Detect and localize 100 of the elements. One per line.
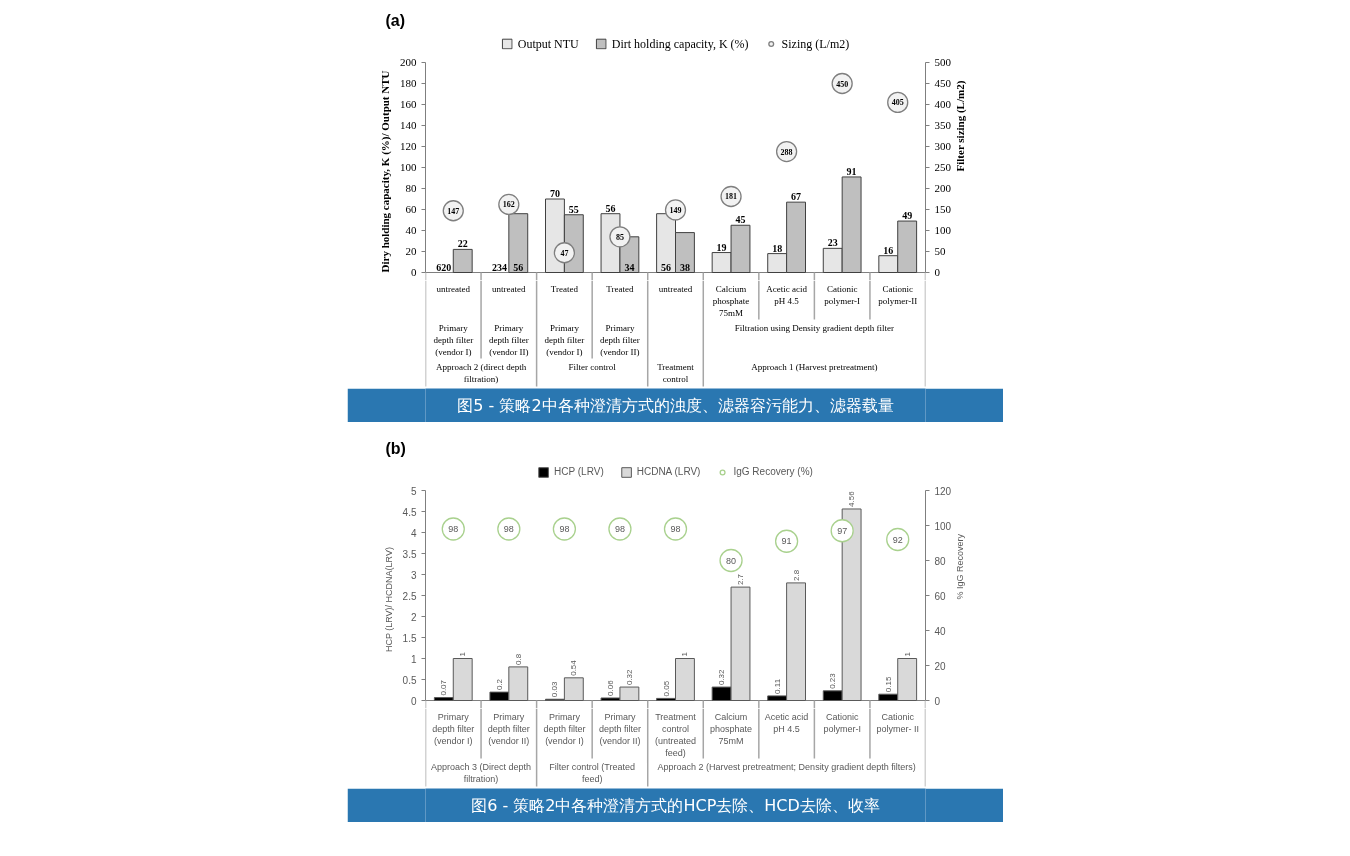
y-tick-label: 200 [400, 56, 417, 68]
y2-axis-title: Filter sizing (L/m2) [954, 80, 967, 172]
data-label: 97 [837, 525, 848, 536]
data-label: 0.54 [569, 659, 579, 676]
y2-tick-label: 80 [934, 555, 947, 567]
category-label: Calcium phosphate 75mM [710, 711, 753, 746]
y2-tick-label: 0 [934, 266, 941, 278]
y2-axis-title: % IgG Recovery [955, 533, 966, 600]
data-label: 288 [780, 147, 793, 157]
data-label: 1 [458, 651, 468, 657]
data-label: 450 [836, 79, 849, 89]
text: 620 [436, 261, 452, 273]
category-label: Primary depth filter (vendor II) [487, 711, 530, 746]
y2-tick-label: 150 [934, 203, 952, 215]
y2-tick-label: 40 [934, 625, 947, 637]
y-tick-label: 1 [410, 653, 417, 665]
y2-tick-label: 60 [934, 590, 947, 602]
category-label: Filter control (Treated feed) [549, 761, 636, 784]
legend-label: HCDNA (LRV) [636, 466, 701, 477]
data-label: 0.32 [717, 668, 727, 686]
chart-title: (b) [385, 439, 406, 457]
y-tick-label: 60 [405, 203, 417, 215]
y-tick-label: 5 [410, 485, 417, 497]
y-tick-label: 2 [410, 611, 417, 623]
data-label: 98 [503, 524, 514, 534]
y-tick-label: 0.5 [402, 674, 417, 686]
data-label: 1 [902, 651, 912, 657]
data-label: 2.8 [791, 569, 801, 581]
y2-tick-label: 500 [934, 56, 952, 68]
y-tick-label: 20 [405, 245, 417, 257]
y-tick-label: 120 [400, 140, 417, 152]
category-label: Primary depth filter (vendor I) [544, 322, 585, 357]
y-tick-label: 140 [400, 119, 417, 131]
data-label: 1 [680, 651, 690, 657]
data-label: 70 [549, 188, 560, 199]
category-label: Treatment control (untreated feed) [654, 711, 697, 758]
data-label: 16 [883, 244, 894, 256]
y-tick-label: 0 [411, 266, 417, 278]
data-label: 181 [725, 192, 738, 202]
data-label: 56 [605, 202, 616, 214]
y-tick-label: 160 [400, 98, 417, 110]
data-label: 45 [735, 214, 746, 226]
data-label: 38 [679, 261, 690, 273]
data-label: 85 [615, 232, 624, 242]
data-label: 19 [716, 241, 727, 253]
category-label: Acetic acid pH 4.5 [766, 283, 807, 306]
y-tick-label: 3.5 [402, 548, 417, 560]
category-label: Primary depth filter (vendor II) [488, 322, 529, 357]
category-label: Filtration using Density gradient depth filter [734, 322, 895, 333]
y-axis-title: HCP (LRV)/ HCDNA(LRV) [383, 547, 394, 653]
data-label: 4.56 [847, 490, 857, 507]
data-label: 56 [513, 261, 524, 273]
y2-tick-label: 200 [934, 182, 952, 194]
data-label: 22 [457, 238, 468, 250]
y2-tick-label: 400 [934, 98, 952, 110]
data-label: 34 [624, 261, 635, 273]
y-tick-label: 100 [400, 161, 417, 173]
category-label: Approach 2 (Harvest pretreatment; Density gradient depth filters) [657, 761, 916, 772]
y-axis-title: Diry holding capacity, K (%)/ Output NTU [379, 70, 392, 273]
data-label: 2.7 [736, 573, 745, 586]
y-tick-label: 3 [410, 569, 417, 581]
data-label: 56 [661, 261, 672, 273]
data-label: 0.23 [828, 672, 838, 689]
category-label: Acetic acid pH 4.5 [764, 711, 809, 734]
category-label: Primary depth filter (vendor I) [432, 711, 475, 746]
category-label: Filter control [568, 361, 616, 372]
bar [508, 213, 529, 273]
y2-tick-label: 450 [934, 77, 952, 89]
legend-label: Output NTU [517, 36, 579, 51]
data-label: 91 [846, 165, 857, 177]
category-label: Cationic polymer-I [824, 283, 861, 306]
bar [452, 248, 473, 273]
data-label: 0.11 [772, 678, 782, 694]
category-label: Primary depth filter (vendor II) [600, 322, 640, 357]
data-label: 0.07 [439, 679, 449, 696]
y2-tick-label: 120 [934, 485, 952, 497]
category-label: untreated [658, 283, 693, 294]
data-label: 0.06 [606, 679, 615, 696]
y2-tick-label: 250 [934, 161, 952, 173]
text: 234 [491, 261, 507, 273]
category-label: Primary depth filter (vendor I) [433, 322, 474, 357]
y2-tick-label: 0 [934, 695, 941, 707]
category-label: untreated [436, 283, 471, 294]
category-label: Cationic polymer- II [876, 711, 919, 734]
y-tick-label: 0 [410, 695, 417, 707]
data-label: 0.2 [494, 678, 504, 691]
data-label: 23 [827, 237, 838, 249]
data-label: 98 [670, 524, 681, 534]
legend-label: HCP (LRV) [554, 466, 604, 477]
data-label: 0.03 [550, 681, 560, 698]
caption: 图5 - 策略2中各种澄清方式的浊度、滤器容污能力、滤器载量 [457, 396, 894, 415]
category-label: Primary depth filter (vendor I) [543, 711, 586, 746]
y-tick-label: 40 [405, 224, 417, 236]
y-tick-label: 2.5 [402, 590, 417, 602]
data-label: 0.15 [883, 676, 893, 693]
data-label: 92 [892, 534, 903, 545]
y-tick-label: 80 [405, 182, 417, 194]
data-label: 18 [772, 242, 783, 254]
category-label: untreated [492, 283, 526, 294]
y-tick-label: 1.5 [402, 632, 417, 644]
